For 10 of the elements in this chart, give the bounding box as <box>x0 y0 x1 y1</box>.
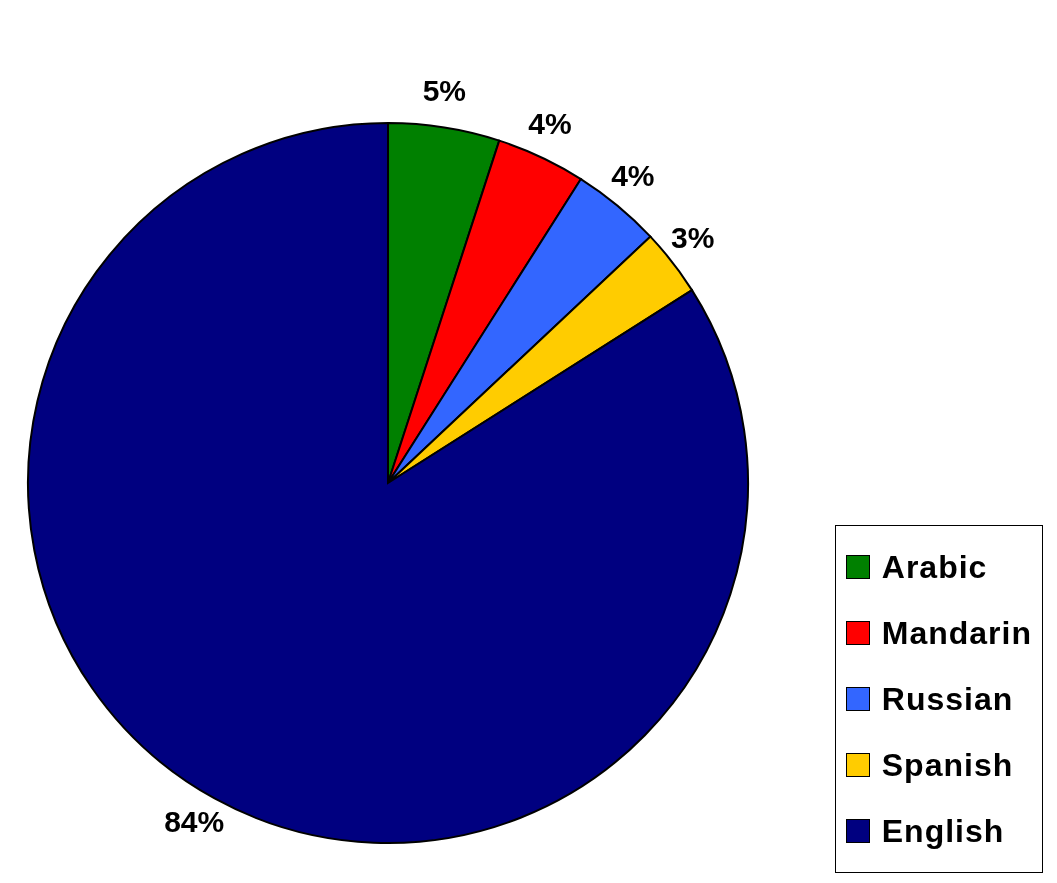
data-label: 4% <box>528 106 572 140</box>
data-label: 5% <box>422 74 466 108</box>
legend-label: Arabic <box>881 548 988 586</box>
legend-label: English <box>881 812 1005 850</box>
legend-label: Mandarin <box>881 614 1032 652</box>
data-label: 84% <box>164 805 225 839</box>
data-label: 3% <box>671 221 715 255</box>
legend-label: Spanish <box>881 746 1014 784</box>
legend-label: Russian <box>881 680 1014 718</box>
data-label: 4% <box>611 159 655 193</box>
